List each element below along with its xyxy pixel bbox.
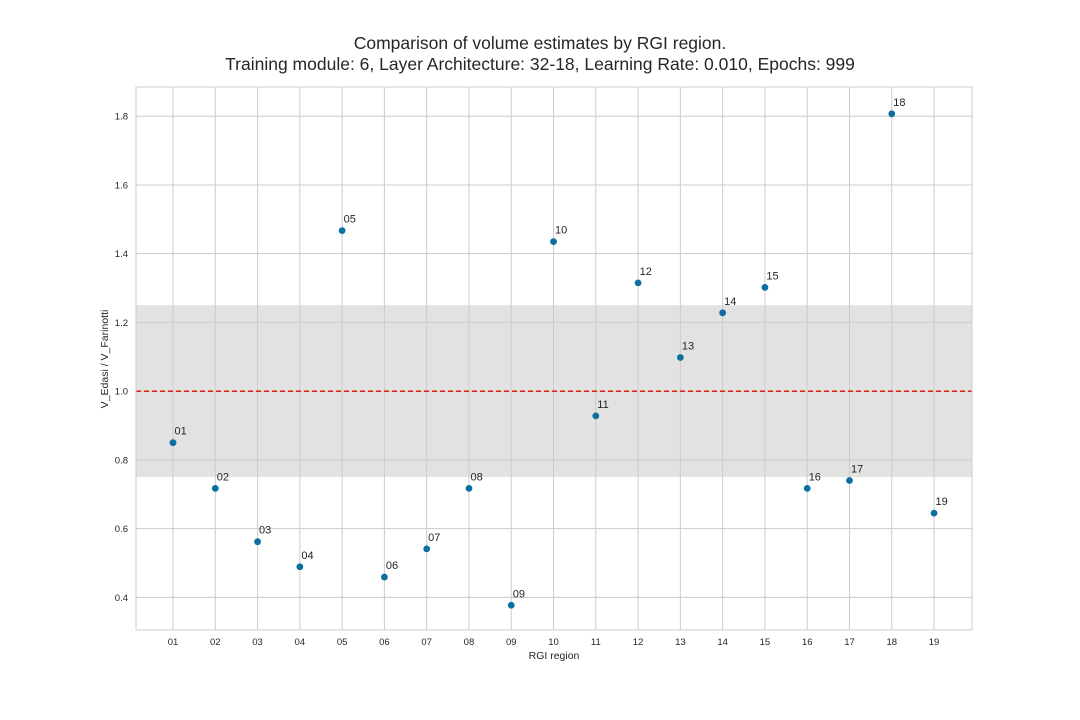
data-point [888,110,896,118]
point-label: 14 [724,296,736,308]
data-point [381,573,388,581]
x-tick-label: 10 [548,637,559,648]
point-labels-layer: 01 02 03 04 05 06 07 08 09 10 11 12 13 14 15 16 17 18 19 [175,97,948,600]
point-label: 08 [470,471,482,483]
y-tick-label: 1.0 [115,387,128,398]
data-point [507,601,515,609]
x-tick-label: 02 [210,637,221,648]
y-axis-label: V_Edasi / V_Farinotti [99,310,111,409]
data-point [846,477,853,484]
data-point [211,485,219,492]
point-label: 02 [217,471,229,483]
point-label: 16 [809,471,821,483]
x-tick-label: 05 [337,637,348,648]
data-points-layer [169,110,938,609]
y-tick-label: 1.8 [115,112,128,123]
x-tick-label: 09 [506,637,517,648]
data-point [550,238,557,246]
chart-subtitle: Training module: 6, Layer Architecture: … [225,54,855,74]
y-tick-label: 0.6 [115,524,128,535]
x-tick-label: 13 [675,637,686,648]
y-tick-label: 1.6 [115,180,128,191]
data-point [930,509,938,517]
x-tick-label: 07 [421,637,432,648]
x-tick-label: 06 [379,637,390,648]
data-point [338,227,346,235]
x-tick-label: 18 [886,637,897,648]
data-point [761,283,769,291]
x-tick-label: 08 [464,637,475,648]
x-tick-label: 15 [760,637,771,648]
x-tick-label: 12 [633,637,644,648]
data-point [423,545,431,553]
y-tick-label: 1.2 [115,318,128,329]
data-point [592,412,600,420]
point-label: 07 [428,532,440,544]
y-tick-label: 1.4 [115,249,128,260]
y-tick-label: 0.4 [115,593,128,604]
x-tick-label: 19 [929,637,940,648]
plot-frame [135,86,973,631]
x-tick-label: 01 [168,637,179,648]
point-label: 03 [259,525,271,537]
x-tick-label: 11 [591,637,601,648]
data-point [676,354,684,361]
point-label: 15 [766,270,778,282]
point-label: 09 [513,588,525,600]
x-tick-label: 14 [717,637,728,648]
point-label: 11 [597,399,608,411]
x-tick-label: 17 [844,637,855,648]
point-label: 04 [301,550,313,562]
x-tick-label: 03 [252,637,263,648]
point-label: 05 [344,214,356,226]
point-label: 12 [640,266,652,278]
data-point [465,485,473,492]
x-tick-label: 04 [295,637,306,648]
point-label: 19 [936,496,948,508]
y-tick-label: 0.8 [115,455,128,466]
data-point [634,279,642,287]
data-point [296,563,304,571]
data-point [719,309,727,317]
chart-title: Comparison of volume estimates by RGI re… [353,33,727,53]
point-label: 13 [682,340,694,352]
data-point [803,485,811,492]
point-label: 17 [851,464,863,476]
x-tick-label: 16 [802,637,813,648]
tick-labels-layer: 0.4 0.6 0.8 1.0 1.2 1.4 1.6 1.8 01 02 03 04 05 06 07 08… [115,112,940,648]
point-label: 01 [175,426,187,438]
x-axis-label: RGI region [529,650,580,662]
data-point [169,439,177,447]
point-label: 06 [386,560,398,572]
point-label: 10 [555,225,567,237]
chart-title-block: Comparison of volume estimates by RGI re… [0,33,1080,75]
point-label: 18 [893,97,905,109]
data-point [254,538,261,546]
